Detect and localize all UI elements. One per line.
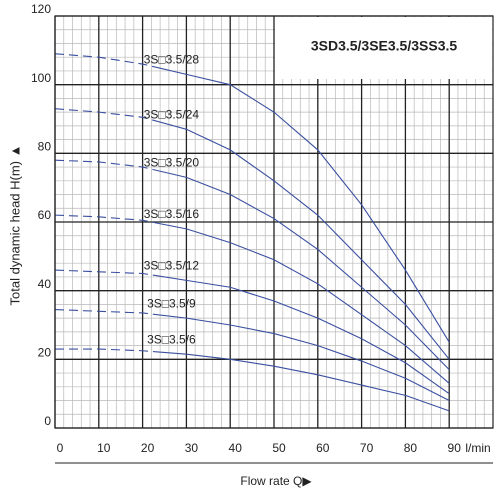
curve-label: 3S□3.5/28: [144, 53, 200, 67]
x-tick-label: 40: [229, 441, 243, 455]
curve: [54, 108, 450, 360]
curve: [54, 214, 450, 384]
curves: [54, 53, 450, 412]
title-box: [275, 17, 492, 79]
x-tick-label: 70: [360, 441, 374, 455]
curve: [54, 53, 450, 343]
curve: [54, 309, 450, 402]
plot-frame: [54, 15, 494, 429]
y-tick-label: 20: [38, 346, 52, 360]
curve-label: 3S□3.5/12: [144, 259, 200, 273]
x-tick-label: 30: [185, 441, 199, 455]
curve: [54, 159, 450, 371]
chart-title: 3SD3.5/3SE3.5/3SS3.5: [311, 38, 458, 54]
curve-label: 3S□3.5/16: [144, 207, 200, 221]
curve: [54, 269, 450, 395]
curve-label: 3S□3.5/24: [144, 107, 200, 121]
curve-label: 3S□3.5/6: [147, 332, 196, 346]
x-axis-title: Flow rate Q▶: [240, 474, 312, 488]
x-tick-label: 50: [272, 441, 286, 455]
x-tick-label: 60: [316, 441, 330, 455]
x-tick-label: 0: [57, 441, 64, 455]
y-axis-title: Total dynamic head H(m) ▲: [7, 145, 22, 306]
y-tick-label: 40: [38, 277, 52, 291]
y-tick-label: 120: [31, 2, 51, 16]
y-tick-label: 0: [44, 414, 51, 428]
x-tick-label: 20: [141, 441, 155, 455]
y-tick-label: 60: [38, 208, 52, 222]
curve-label: 3S□3.5/9: [147, 296, 196, 310]
x-tick-label: 10: [97, 441, 111, 455]
curve: [55, 348, 450, 412]
x-unit: l/min: [465, 441, 490, 455]
y-tick-label: 100: [31, 71, 51, 85]
y-tick-label: 80: [38, 140, 52, 154]
curve-label: 3S□3.5/20: [144, 156, 200, 170]
x-tick-label: 90: [448, 441, 462, 455]
x-tick-label: 80: [404, 441, 418, 455]
